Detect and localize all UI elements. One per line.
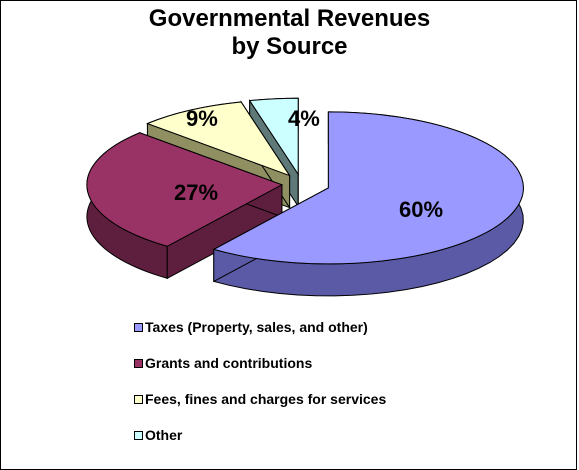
legend-swatch-fees (134, 394, 143, 404)
pie-slice-top-grants (86, 132, 284, 247)
legend-label-fees: Fees, fines and charges for services (145, 391, 387, 407)
pie-label-taxes: 60% (399, 197, 443, 222)
legend-swatch-grants (134, 358, 143, 368)
chart-title-line-1: Governmental Revenues (148, 5, 431, 32)
pie-slice-top-fees (146, 101, 291, 177)
legend-label-grants: Grants and contributions (145, 355, 313, 371)
chart-legend: Taxes (Property, sales, and other) Grant… (134, 319, 386, 463)
pie-chart: 60% 27% 9% 4% (86, 97, 524, 297)
legend-item-other: Other (134, 427, 386, 443)
legend-swatch-other (134, 430, 143, 440)
pie-label-other: 4% (288, 106, 320, 131)
pie-label-grants: 27% (174, 180, 218, 205)
pie-slice-grants (86, 132, 284, 280)
legend-label-other: Other (145, 427, 183, 443)
legend-label-taxes: Taxes (Property, sales, and other) (145, 319, 368, 335)
pie-slice-taxes (212, 111, 524, 297)
pie-slice-top-taxes (212, 111, 524, 265)
legend-item-fees: Fees, fines and charges for services (134, 391, 386, 407)
pie-slice-top-other (248, 97, 299, 176)
legend-swatch-taxes (134, 322, 143, 332)
pie-label-fees: 9% (186, 106, 218, 131)
chart-title: Governmental Revenues by Source (1, 5, 578, 61)
chart-title-line-2: by Source (231, 33, 348, 60)
legend-item-grants: Grants and contributions (134, 355, 386, 371)
legend-item-taxes: Taxes (Property, sales, and other) (134, 319, 386, 335)
